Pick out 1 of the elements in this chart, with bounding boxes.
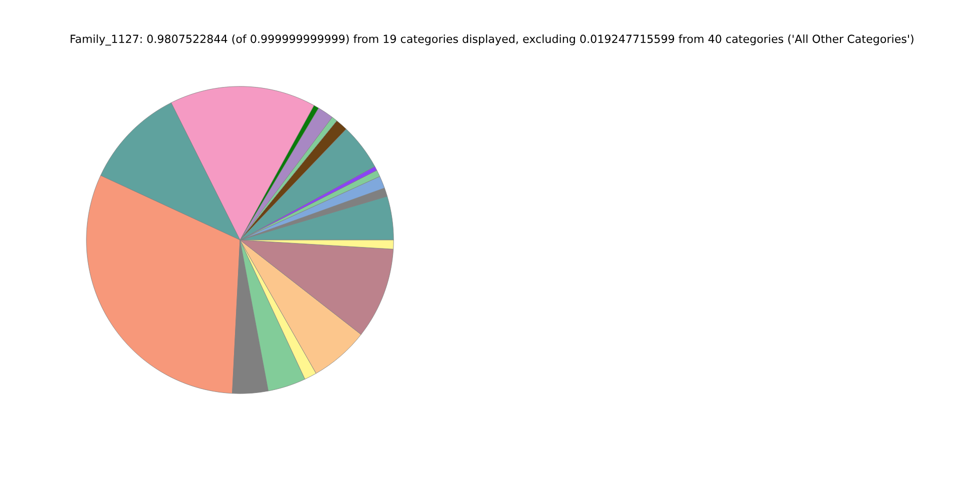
text: Family_1127: 0.9807522844 (of 0.999999999999) from 19 categories displayed, excluding 0.019247715599 from 40 categories ('All Other Categories') bbox=[70, 34, 914, 46]
